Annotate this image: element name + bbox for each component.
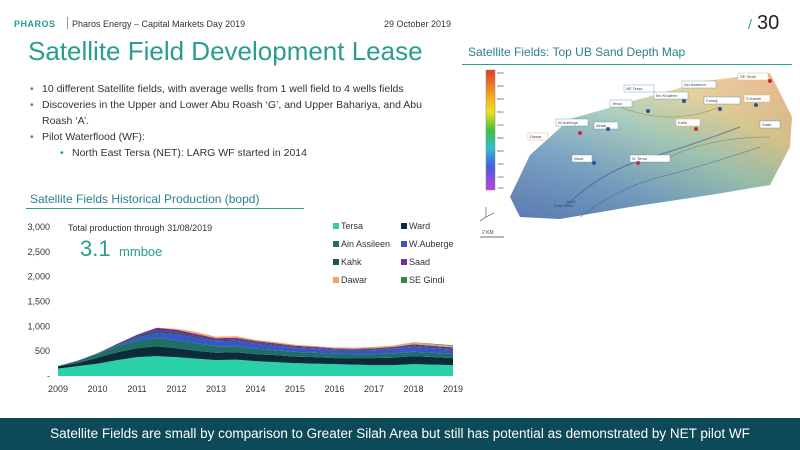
x-tick-label: 2012 [166, 384, 186, 394]
footer-banner: Satellite Fields are small by comparison… [0, 418, 800, 450]
legend-swatch [401, 223, 407, 229]
legend-label: Saad [409, 257, 430, 267]
bullet-item: Pilot Waterflood (WF): [30, 129, 450, 145]
header-date: 29 October 2019 [384, 19, 452, 29]
map-label: NE Tersa [626, 86, 643, 91]
chart-legend: Tersa Ward Ain Assileen W.Auberge Kahk Saad Da… [333, 221, 454, 285]
stacked-areas [58, 327, 453, 376]
map-label: Ain Assileen [684, 82, 706, 87]
header-subtitle: Pharos Energy – Capital Markets Day 2019 [72, 19, 246, 29]
map-label: Faraaj [706, 98, 717, 103]
x-tick-label: 2018 [403, 384, 423, 394]
total-note: Total production through 31/08/2019 [68, 223, 212, 233]
svg-text:7000: 7000 [497, 162, 504, 166]
production-title: Satellite Fields Historical Production (… [30, 192, 260, 206]
map-label: Saad [762, 122, 771, 127]
legend-label: Dawar [341, 275, 367, 285]
x-tick-label: 2017 [364, 384, 384, 394]
legend-swatch [333, 259, 339, 265]
total-value-line: 3.1 mmboe [80, 236, 162, 261]
legend-swatch [333, 277, 339, 283]
svg-text:6400: 6400 [497, 84, 504, 88]
map-title-rule [462, 64, 792, 65]
x-tick-label: 2010 [87, 384, 107, 394]
header-brand: PHAROS [14, 19, 56, 29]
svg-text:6600: 6600 [497, 110, 504, 114]
svg-text:6800: 6800 [497, 136, 504, 140]
y-tick-label: 2,000 [27, 272, 50, 282]
x-tick-label: 2013 [206, 384, 226, 394]
y-tick-label: - [47, 371, 50, 381]
x-axis-labels: 2009 2010 2011 2012 2013 2014 2015 2016 2017 2018… [48, 384, 463, 394]
depth-color-bar [485, 69, 496, 191]
x-tick-label: 2014 [245, 384, 265, 394]
y-axis-labels: - 500 1,000 1,500 2,000 2,500 3,000 [27, 222, 50, 381]
legend-swatch [333, 223, 339, 229]
svg-text:7200: 7200 [497, 186, 504, 190]
map-label: Gindi [566, 199, 575, 204]
svg-text:7100: 7100 [497, 175, 504, 179]
x-tick-label: 2019 [443, 384, 463, 394]
legend-swatch [401, 241, 407, 247]
y-tick-label: 500 [35, 346, 50, 356]
total-unit: mmboe [119, 244, 162, 259]
x-tick-label: 2011 [127, 384, 146, 394]
y-tick-label: 1,500 [27, 297, 50, 307]
depth-scale-labels: 6300 6400 6500 6600 6700 6800 6900 7000 7100 7… [497, 71, 504, 190]
y-tick-label: 1,000 [27, 321, 50, 331]
legend-label: Ward [409, 221, 430, 231]
map-label: Ibn Khaleen [656, 93, 677, 98]
legend-label: W.Auberge [409, 239, 454, 249]
map-label: SE Gindi [740, 74, 756, 79]
page-slash: / [748, 16, 752, 32]
map-label: S.Kamel [746, 96, 761, 101]
map-label: N. Tersa [632, 156, 648, 161]
legend-swatch [401, 277, 407, 283]
map-label: Tersa [612, 101, 623, 106]
map-label: Abadi [596, 123, 606, 128]
map-label: Kahk [678, 120, 687, 125]
legend-label: Kahk [341, 257, 362, 267]
bullet-item: Discoveries in the Upper and Lower Abu R… [30, 97, 450, 129]
area-series [58, 356, 453, 376]
y-tick-label: 2,500 [27, 247, 50, 257]
x-tick-label: 2016 [324, 384, 344, 394]
legend-label: Ain Assileen [341, 239, 390, 249]
field-labels: SE Gindi Ain Assileen NE Tersa Tersa W.A… [527, 72, 781, 208]
map-title: Satellite Fields: Top UB Sand Depth Map [468, 45, 686, 59]
well-markers [578, 79, 772, 165]
map-label: W.Auberge [558, 120, 579, 125]
compass [479, 207, 495, 222]
map-label: Dawar [530, 134, 542, 139]
bullet-list: 10 different Satellite fields, with aver… [30, 81, 450, 161]
depth-map-svg: 6300 6400 6500 6600 6700 6800 6900 7000 7100 7… [479, 69, 792, 238]
total-value: 3.1 [80, 236, 111, 261]
legend-swatch [401, 259, 407, 265]
bullet-subitem: North East Tersa (NET): LARG WF started … [60, 145, 450, 161]
bullet-item: 10 different Satellite fields, with aver… [30, 81, 450, 97]
legend-swatch [333, 241, 339, 247]
x-tick-label: 2009 [48, 384, 68, 394]
map-label: Kahk West [554, 203, 574, 208]
page-number: 30 [757, 12, 780, 34]
svg-text:6900: 6900 [497, 149, 504, 153]
svg-text:6700: 6700 [497, 123, 504, 127]
legend-label: SE Gindi [409, 275, 445, 285]
production-title-rule [26, 208, 304, 209]
area-series [58, 346, 453, 369]
svg-text:6500: 6500 [497, 97, 504, 101]
map-label: Ward [574, 156, 583, 161]
area-series [58, 337, 453, 367]
x-tick-label: 2015 [285, 384, 305, 394]
svg-text:6300: 6300 [497, 71, 504, 75]
y-tick-label: 3,000 [27, 222, 50, 232]
header-separator [67, 17, 68, 29]
legend-label: Tersa [341, 221, 363, 231]
slide-title: Satellite Field Development Lease [28, 36, 423, 66]
area-series [58, 327, 453, 367]
depth-map-image: 6300 6400 6500 6600 6700 6800 6900 7000 7100 7… [470, 67, 792, 247]
map-scale-label: 2 KM [482, 230, 494, 236]
